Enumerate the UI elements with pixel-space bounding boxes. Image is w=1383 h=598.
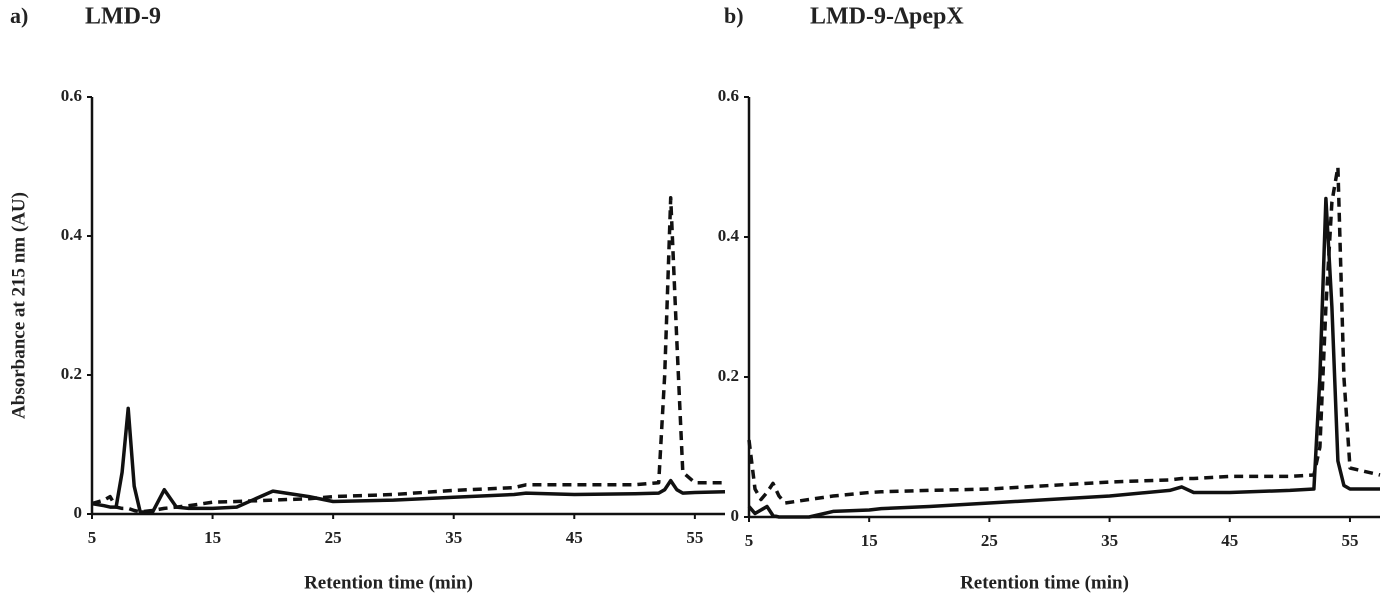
chart-title: LMD-9-ΔpepX xyxy=(810,4,964,30)
series-line xyxy=(747,165,1381,505)
x-tick-label: 35 xyxy=(445,528,462,547)
x-tick-label: 45 xyxy=(566,528,583,547)
y-tick-label: 0.4 xyxy=(61,225,83,244)
x-tick-label: 55 xyxy=(1341,531,1358,550)
x-axis-label: Retention time (min) xyxy=(304,572,473,593)
series-line xyxy=(747,196,1380,519)
x-tick-label: 15 xyxy=(204,528,221,547)
x-tick-label: 5 xyxy=(745,531,754,550)
x-tick-label: 25 xyxy=(981,531,998,550)
y-tick-label: 0.2 xyxy=(718,366,739,385)
x-tick-label: 35 xyxy=(1101,531,1118,550)
x-tick-label: 55 xyxy=(686,528,703,547)
y-tick-label: 0.6 xyxy=(718,86,739,105)
x-axis-label: Retention time (min) xyxy=(960,572,1129,593)
chart-title: LMD-9 xyxy=(85,4,161,30)
y-tick-label: 0.4 xyxy=(718,226,740,245)
x-tick-label: 5 xyxy=(88,528,97,547)
y-tick-label: 0.2 xyxy=(61,364,82,383)
x-tick-label: 15 xyxy=(861,531,878,550)
series-line xyxy=(91,196,725,514)
y-tick-label: 0.6 xyxy=(61,86,82,105)
y-axis-label: Absorbance at 215 nm (AU) xyxy=(8,192,29,419)
x-tick-label: 25 xyxy=(325,528,342,547)
series-line xyxy=(91,406,726,515)
x-tick-label: 45 xyxy=(1221,531,1238,550)
panel-label: b) xyxy=(724,3,744,28)
y-tick-label: 0 xyxy=(731,506,740,525)
y-tick-label: 0 xyxy=(74,503,83,522)
panel-label: a) xyxy=(10,3,28,28)
